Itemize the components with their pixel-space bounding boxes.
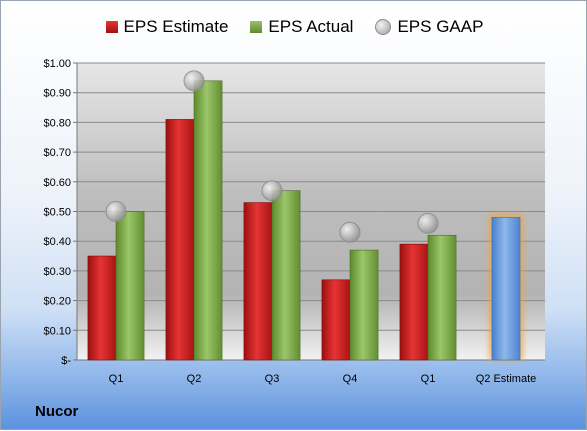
point-eps-gaap: [261, 180, 283, 202]
x-tick-label: Q4: [343, 373, 358, 385]
y-tick-label: $0.20: [43, 296, 71, 308]
y-tick-label: $0.80: [43, 117, 71, 129]
legend-label-eps-estimate: EPS Estimate: [123, 17, 229, 36]
legend-item-eps-estimate: EPS Estimate: [105, 17, 229, 37]
y-tick-label: $0.10: [43, 325, 71, 337]
x-tick-label: Q2 Estimate: [476, 373, 537, 385]
x-tick-label: Q1: [421, 373, 436, 385]
bar-q2-estimate: [491, 217, 521, 361]
legend-swatch-eps-actual: [250, 21, 263, 33]
point-eps-gaap: [183, 70, 205, 92]
bar-eps-estimate: [399, 243, 429, 361]
legend-swatch-eps-gaap: [375, 19, 392, 35]
y-tick-label: $0.60: [43, 177, 71, 189]
y-tick-label: $0.90: [43, 88, 71, 100]
legend-item-eps-gaap: EPS GAAP: [375, 17, 483, 37]
bar-eps-estimate: [87, 255, 117, 361]
legend: EPS Estimate EPS Actual EPS GAAP: [1, 17, 587, 37]
legend-label-eps-gaap: EPS GAAP: [397, 17, 484, 36]
company-name: Nucor: [35, 403, 79, 420]
legend-swatch-eps-estimate: [105, 21, 118, 33]
point-eps-gaap: [417, 212, 439, 234]
x-tick-label: Q2: [187, 373, 202, 385]
bar-eps-actual: [349, 249, 379, 361]
y-tick-label: $0.30: [43, 266, 71, 278]
bar-eps-estimate: [243, 202, 273, 361]
point-eps-gaap: [339, 221, 361, 243]
y-tick-label: $1.00: [43, 58, 71, 70]
bar-eps-estimate: [321, 279, 351, 361]
y-tick-label: $0.40: [43, 236, 71, 248]
point-eps-gaap: [105, 201, 127, 222]
bar-eps-actual: [193, 80, 223, 361]
y-tick-label: $0.50: [43, 207, 71, 219]
bar-eps-actual: [427, 234, 457, 361]
bar-eps-actual: [115, 211, 145, 361]
y-tick-label: $-: [61, 355, 71, 367]
bar-eps-actual: [271, 190, 301, 361]
x-tick-label: Q3: [265, 373, 280, 385]
legend-label-eps-actual: EPS Actual: [268, 17, 354, 36]
y-tick-label: $0.70: [43, 147, 71, 159]
x-tick-label: Q1: [109, 373, 124, 385]
bar-eps-estimate: [165, 119, 195, 361]
legend-item-eps-actual: EPS Actual: [250, 17, 353, 37]
